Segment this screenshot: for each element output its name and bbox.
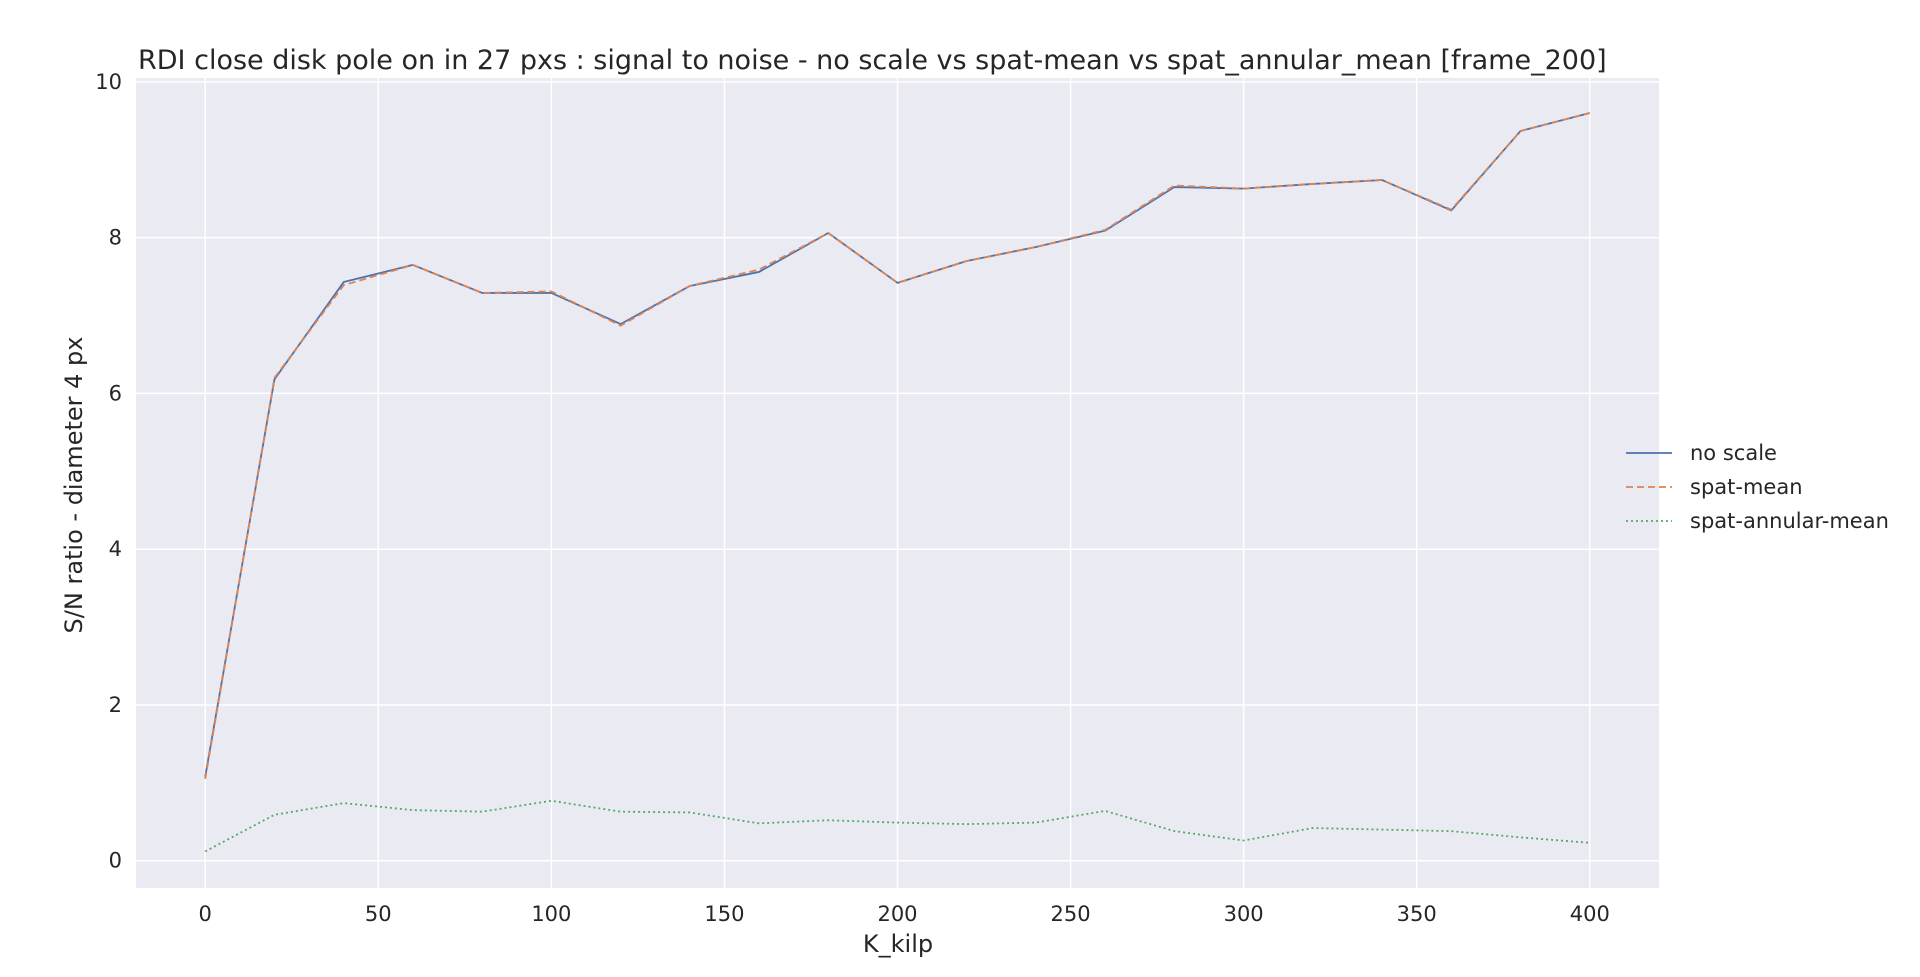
y-tick-label: 0 (109, 849, 122, 873)
x-axis-label: K_kilp (863, 930, 933, 958)
series-line-spat-annular-mean (204, 799, 1590, 853)
chart-title: RDI close disk pole on in 27 pxs : signa… (138, 45, 1607, 76)
x-tick-label: 0 (199, 902, 212, 926)
legend-label-spat-mean: spat-mean (1690, 475, 1803, 499)
series-lines (204, 112, 1590, 853)
x-tick-label: 250 (1051, 902, 1091, 926)
x-tick-label: 200 (877, 902, 917, 926)
y-tick-label: 8 (109, 226, 122, 250)
y-tick-labels: 0 2 4 6 8 10 (95, 70, 122, 873)
x-tick-labels: 0 50 100 150 200 250 300 350 400 (199, 902, 1610, 926)
x-tick-label: 350 (1397, 902, 1437, 926)
legend-label-spat-annular-mean: spat-annular-mean (1690, 509, 1889, 533)
y-tick-label: 2 (109, 693, 122, 717)
x-tick-label: 150 (704, 902, 744, 926)
y-tick-label: 6 (109, 381, 122, 405)
y-tick-label: 4 (109, 537, 122, 561)
x-tick-label: 50 (365, 902, 392, 926)
legend: no scale spat-mean spat-annular-mean (1626, 441, 1889, 533)
x-tick-label: 400 (1570, 902, 1610, 926)
x-tick-label: 100 (531, 902, 571, 926)
x-tick-label: 300 (1224, 902, 1264, 926)
series-line-spat-mean (204, 112, 1590, 780)
grid-lines (136, 78, 1659, 888)
legend-label-no-scale: no scale (1690, 441, 1777, 465)
y-axis-label: S/N ratio - diameter 4 px (60, 337, 88, 634)
y-tick-label: 10 (95, 70, 122, 94)
